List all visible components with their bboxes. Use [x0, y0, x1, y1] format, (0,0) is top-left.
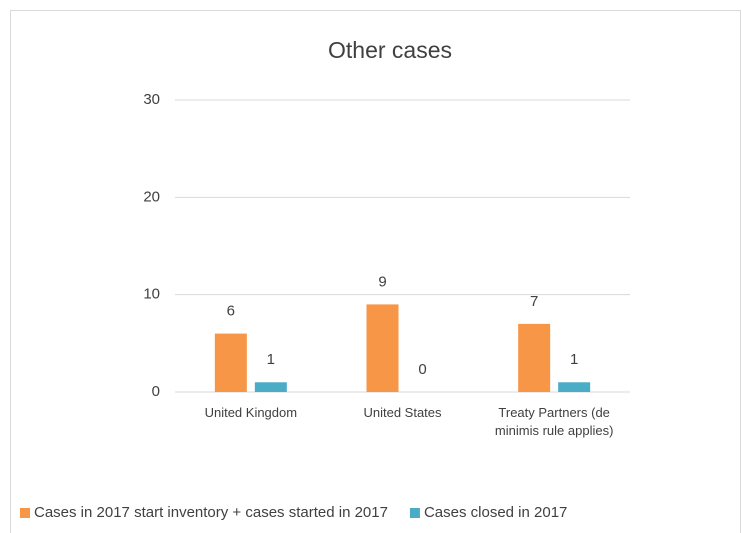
- bar: [558, 382, 591, 392]
- bar: [518, 323, 551, 392]
- legend-swatch: [20, 508, 30, 518]
- bar: [214, 333, 247, 392]
- data-label: 6: [227, 303, 235, 320]
- x-tick-label: United States: [363, 405, 442, 420]
- x-tick-label: Treaty Partners (de minimis rule applies): [495, 405, 613, 438]
- data-label: 9: [378, 273, 386, 290]
- legend-label: Cases in 2017 start inventory + cases st…: [34, 504, 388, 521]
- bar: [366, 304, 399, 392]
- x-tick-label: United Kingdom: [205, 405, 298, 420]
- data-label: 0: [418, 361, 426, 378]
- legend-label: Cases closed in 2017: [424, 504, 567, 521]
- bar: [254, 382, 287, 392]
- legend-swatch: [409, 508, 420, 518]
- y-tick-label: 0: [152, 383, 160, 400]
- chart-title: Other cases: [328, 37, 452, 63]
- data-label: 7: [530, 293, 538, 310]
- data-label: 1: [267, 351, 275, 368]
- y-tick-label: 30: [143, 91, 160, 108]
- y-tick-label: 20: [143, 188, 160, 205]
- y-tick-label: 10: [143, 286, 160, 303]
- data-label: 1: [570, 351, 578, 368]
- chart-border: [10, 10, 741, 533]
